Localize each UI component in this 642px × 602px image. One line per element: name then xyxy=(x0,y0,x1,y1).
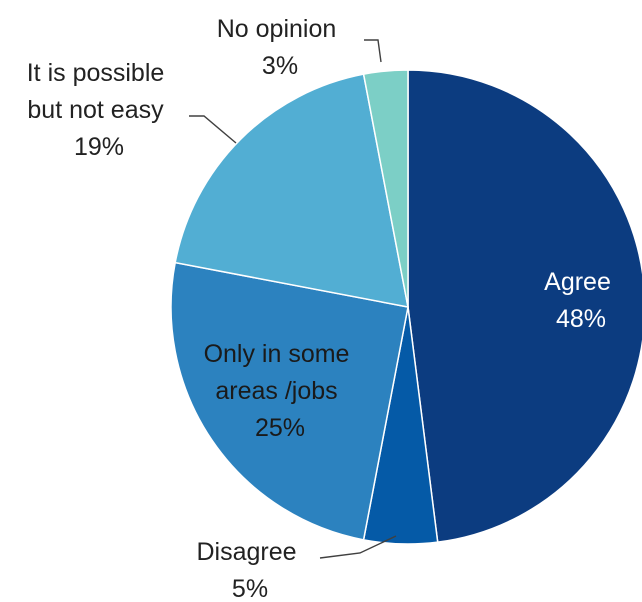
label-only-in-some-areas-value: 25% xyxy=(255,414,305,442)
label-possible-not-easy: It is possible but not easy 19% xyxy=(27,59,172,161)
label-no-opinion-value: 3% xyxy=(262,52,298,80)
label-agree-value: 48% xyxy=(556,305,606,333)
label-agree: Agree 48% xyxy=(544,268,618,333)
leader-lines xyxy=(189,39,397,559)
leader-possible-not-easy xyxy=(189,115,237,144)
label-disagree: Disagree 5% xyxy=(196,538,303,602)
label-only-in-some-areas-line1: Only in some xyxy=(204,340,350,368)
label-agree-name: Agree xyxy=(544,268,611,296)
label-no-opinion: No opinion 3% xyxy=(217,15,343,80)
label-possible-not-easy-line1: It is possible xyxy=(27,59,165,87)
slice-no-opinion xyxy=(362,69,409,308)
pie-slices xyxy=(170,69,642,545)
label-only-in-some-areas-line2: areas /jobs xyxy=(215,377,337,405)
slice-agree xyxy=(407,69,642,543)
label-possible-not-easy-value: 19% xyxy=(74,133,124,161)
label-no-opinion-name: No opinion xyxy=(217,15,337,43)
label-disagree-value: 5% xyxy=(232,575,268,602)
slice-possible-not-easy xyxy=(174,73,409,308)
label-disagree-name: Disagree xyxy=(196,538,296,566)
label-only-in-some-areas: Only in some areas /jobs 25% xyxy=(204,340,357,442)
leader-no-opinion xyxy=(364,39,382,63)
leader-disagree xyxy=(319,535,397,559)
label-possible-not-easy-line2: but not easy xyxy=(27,96,164,124)
slice-only-in-some-areas xyxy=(170,261,409,541)
